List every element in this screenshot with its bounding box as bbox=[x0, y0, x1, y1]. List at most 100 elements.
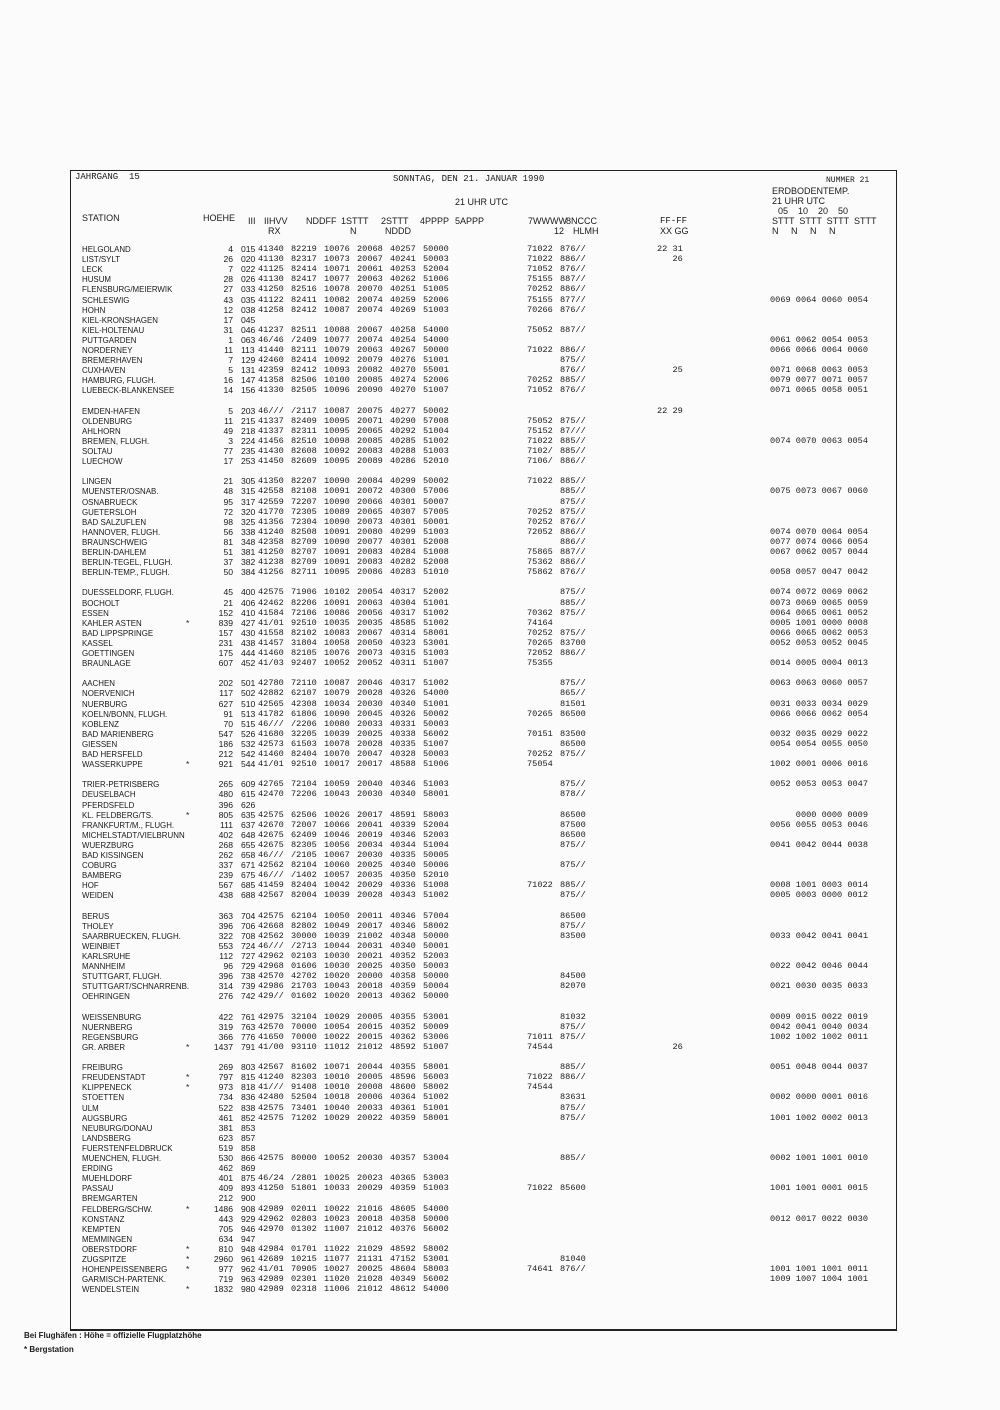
synop-group: 10052 bbox=[324, 1153, 350, 1163]
table-row: MICHELSTADT/VIELBRUNN 402 648 42675 62409 100… bbox=[0, 830, 1000, 840]
station-height: 21 bbox=[223, 476, 233, 487]
weather-group: 75865 bbox=[527, 547, 553, 557]
synop-group: 51010 bbox=[423, 567, 449, 578]
mountain-marker: * bbox=[186, 1284, 190, 1295]
station-height: 547 bbox=[218, 728, 233, 739]
synop-group: 20029 bbox=[357, 1183, 383, 1194]
synop-group: 42575 bbox=[258, 1153, 284, 1163]
synop-group: 10056 bbox=[324, 839, 350, 850]
synop-group: 50000 bbox=[423, 1213, 449, 1224]
station-height: 95 bbox=[223, 496, 233, 507]
station-id: 384 bbox=[241, 567, 256, 578]
station-id: 510 bbox=[241, 698, 256, 709]
synop-group: 51008 bbox=[423, 880, 449, 891]
synop-group: 40241 bbox=[390, 254, 416, 265]
synop-group: 40283 bbox=[390, 567, 416, 578]
soil-temp-group: 0008 1001 0003 0014 bbox=[770, 880, 868, 891]
station-height: 522 bbox=[218, 1102, 233, 1113]
synop-group: 40343 bbox=[390, 890, 416, 901]
soil-temp-group: 1001 1001 0001 0015 bbox=[770, 1183, 868, 1194]
synop-group: 42460 bbox=[258, 355, 284, 366]
synop-group: 53006 bbox=[423, 1031, 449, 1042]
synop-group: 50003 bbox=[423, 718, 449, 729]
synop-group: 58002 bbox=[423, 1243, 449, 1254]
soil-temp-group: 0071 0065 0058 0051 bbox=[770, 385, 868, 396]
soil-temp-title: ERDBODENTEMP. bbox=[772, 186, 850, 196]
synop-group: 20035 bbox=[357, 617, 383, 628]
synop-group: 10039 bbox=[324, 930, 350, 941]
table-row: DEUSELBACH 480 615 42470 72206 10043 20030 4034… bbox=[0, 789, 1000, 799]
synop-group: 41430 bbox=[258, 446, 284, 456]
station-name: MUEHLDORF bbox=[82, 1173, 133, 1184]
station-name: MICHELSTADT/VIELBRUNN bbox=[82, 829, 185, 840]
cloud-group: 875// bbox=[560, 587, 586, 598]
station-height: 28 bbox=[223, 274, 233, 285]
synop-group: 10043 bbox=[324, 789, 350, 800]
synop-group: 20086 bbox=[357, 567, 383, 578]
cloud-group: 885// bbox=[560, 476, 586, 487]
synop-group: 40282 bbox=[390, 557, 416, 568]
mountain-marker: * bbox=[186, 809, 190, 820]
synop-group: 41/// bbox=[258, 1082, 284, 1093]
soil-temp-group: 0073 0069 0065 0059 bbox=[770, 597, 868, 608]
synop-group: 56002 bbox=[423, 1274, 449, 1285]
synop-group: 42359 bbox=[258, 365, 284, 376]
soil-temp-group: 1001 1002 0002 0013 bbox=[770, 1112, 868, 1123]
synop-group: 20030 bbox=[357, 789, 383, 800]
synop-group: 57005 bbox=[423, 506, 449, 517]
station-height: 443 bbox=[218, 1213, 233, 1224]
table-row: PASSAU 409 893 41250 51801 10033 20029 40359 510… bbox=[0, 1183, 1000, 1193]
synop-group: 82219 bbox=[291, 244, 317, 254]
col-ffb: XX GG bbox=[660, 226, 689, 236]
synop-group: 40365 bbox=[390, 1173, 416, 1184]
table-row: LIST/SYLT 26 020 41130 82317 10073 20067 40241 5… bbox=[0, 254, 1000, 264]
synop-group: 20015 bbox=[357, 1031, 383, 1042]
table-row: OLDENBURG 11 215 41337 82409 10095 20071 40290 5… bbox=[0, 416, 1000, 426]
weather-group: 74544 bbox=[527, 1041, 553, 1052]
station-id: 706 bbox=[241, 920, 256, 931]
station-id: 671 bbox=[241, 860, 256, 871]
station-id: 724 bbox=[241, 940, 256, 951]
station-name: HOF bbox=[82, 880, 99, 891]
synop-group: 42765 bbox=[258, 779, 284, 790]
table-row: HAMBURG, FLUGH. 16 147 41358 82506 10100 20085… bbox=[0, 375, 1000, 385]
synop-group: 10034 bbox=[324, 698, 350, 709]
mountain-marker: * bbox=[186, 1243, 190, 1254]
synop-group: 20075 bbox=[357, 405, 383, 416]
synop-group: 52008 bbox=[423, 536, 449, 547]
synop-group: 42308 bbox=[291, 698, 317, 709]
synop-group: 50000 bbox=[423, 244, 449, 254]
weather-group: 74164 bbox=[527, 617, 553, 628]
synop-group: 10039 bbox=[324, 890, 350, 901]
station-id: 818 bbox=[241, 1082, 256, 1093]
table-row: MEMMINGEN 634 947 bbox=[0, 1234, 1000, 1244]
synop-group: 82317 bbox=[291, 254, 317, 265]
synop-group: 41650 bbox=[258, 1031, 284, 1042]
synop-group: 42575 bbox=[258, 1102, 284, 1113]
synop-group: 40323 bbox=[390, 637, 416, 648]
cloud-group: 886// bbox=[560, 648, 586, 658]
synop-group: 42989 bbox=[258, 1284, 284, 1295]
synop-group: 41356 bbox=[258, 516, 284, 527]
synop-group: 42882 bbox=[258, 688, 284, 699]
table-row: KASSEL 231 438 41457 31804 10058 20050 40323 530… bbox=[0, 638, 1000, 648]
table-row: WASSERKUPPE * 921 544 41/01 92510 10017 20017 48… bbox=[0, 759, 1000, 769]
synop-group: 58001 bbox=[423, 1112, 449, 1123]
synop-group: 41238 bbox=[258, 557, 284, 568]
station-name: FLENSBURG/MEIERWIK bbox=[82, 284, 173, 295]
synop-group: 10083 bbox=[324, 627, 350, 638]
soil-temp-group: 0079 0077 0071 0057 bbox=[770, 375, 868, 386]
station-height: 152 bbox=[218, 607, 233, 618]
station-id: 513 bbox=[241, 708, 256, 719]
station-name: NUERNBERG bbox=[82, 1021, 133, 1032]
synop-group: 21002 bbox=[357, 930, 383, 941]
station-height: 719 bbox=[218, 1274, 233, 1285]
station-id: 406 bbox=[241, 597, 256, 608]
synop-group: 48592 bbox=[390, 1041, 416, 1052]
station-name: KEMPTEN bbox=[82, 1223, 121, 1234]
cloud-group: 876// bbox=[560, 516, 586, 527]
station-id: 803 bbox=[241, 1062, 256, 1073]
station-id: 655 bbox=[241, 839, 256, 850]
synop-group: 40292 bbox=[390, 425, 416, 436]
cloud-group: 85600 bbox=[560, 1183, 586, 1194]
